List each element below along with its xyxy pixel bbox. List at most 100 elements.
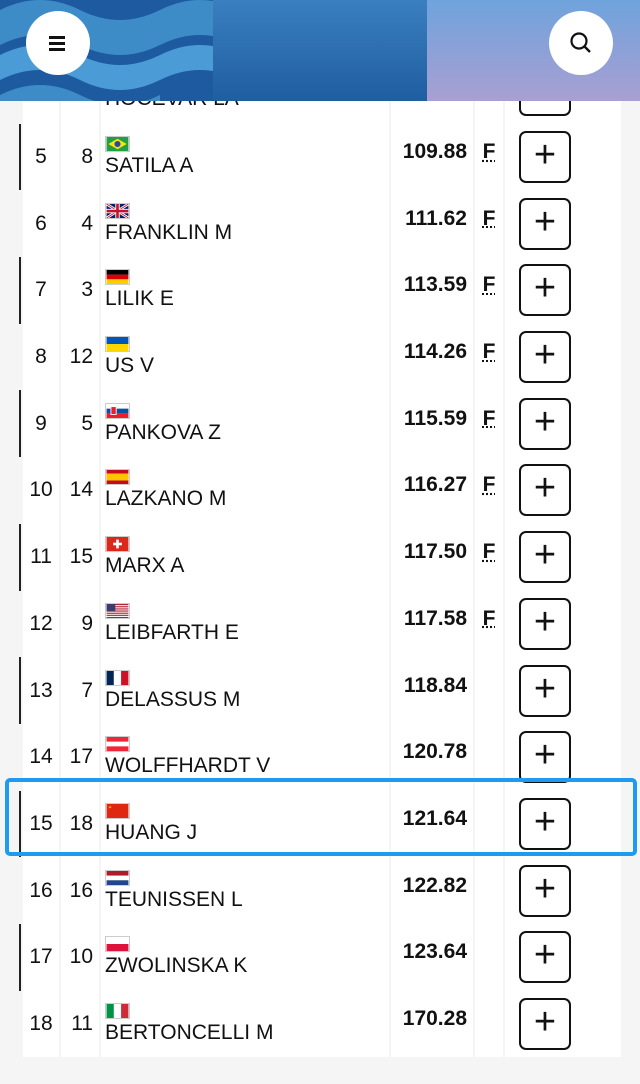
bib-number: 10	[61, 923, 99, 991]
rank: 12	[23, 590, 59, 658]
flag-icon-ukr	[105, 336, 130, 353]
flag-icon-fra	[105, 669, 130, 686]
bib-number: 4	[61, 190, 99, 258]
athlete-cell: ZWOLINSKA K	[101, 923, 389, 991]
flag-icon-aut	[105, 736, 130, 753]
table-row: 6 4 FRANKLIN M 111.62 F +	[0, 190, 640, 258]
expand-button[interactable]: +	[519, 597, 571, 650]
final-marker	[475, 790, 503, 858]
athlete-name: LAZKANO M	[105, 487, 227, 511]
table-row: 13 7 DELASSUS M 118.84 +	[0, 657, 640, 724]
rank: 9	[23, 390, 59, 458]
bib-number: 8	[61, 123, 99, 191]
expand-button[interactable]: +	[519, 931, 571, 984]
athlete-cell: HUANG J	[101, 790, 389, 858]
menu-button[interactable]	[26, 11, 90, 75]
athlete-cell: US V	[101, 323, 389, 391]
bib-number: 5	[61, 390, 99, 458]
athlete-name: DELASSUS M	[105, 687, 241, 711]
athlete-name: WOLFFHARDT V	[105, 754, 271, 778]
rank: 5	[23, 123, 59, 191]
time: 122.82	[391, 857, 473, 924]
time: 115.59	[391, 390, 473, 458]
athlete-cell: LAZKANO M	[101, 457, 389, 524]
flag-icon-ger	[105, 269, 130, 286]
expand-button[interactable]: +	[519, 864, 571, 917]
time: 109.88	[391, 123, 473, 191]
table-row: 12 9 LEIBFARTH E 117.58 F +	[0, 590, 640, 658]
hamburger-icon	[49, 36, 65, 51]
bib-number: 18	[61, 790, 99, 858]
flag-icon-ita	[105, 1002, 130, 1019]
bib-number: 16	[61, 857, 99, 924]
final-marker	[475, 723, 503, 791]
time: 113.59	[391, 257, 473, 324]
table-row: 5 8 SATILA A 109.88 F +	[0, 123, 640, 191]
table-row: 7 3 LILIK E 113.59 F +	[0, 257, 640, 324]
time: 121.64	[391, 790, 473, 858]
athlete-name: SATILA A	[105, 154, 194, 178]
rank: 13	[23, 657, 59, 724]
table-row: 14 17 WOLFFHARDT V 120.78 +	[0, 723, 640, 791]
bib-number: 12	[61, 323, 99, 391]
athlete-name: LILIK E	[105, 287, 174, 311]
athlete-name: PANKOVA Z	[105, 420, 221, 444]
expand-button[interactable]: +	[519, 997, 571, 1050]
expand-button[interactable]: +	[519, 131, 571, 184]
rank: 14	[23, 723, 59, 791]
athlete-name: US V	[105, 354, 155, 378]
athlete-cell: TEUNISSEN L	[101, 857, 389, 924]
flag-icon-chn	[105, 802, 130, 819]
athlete-cell: LILIK E	[101, 257, 389, 324]
expand-button[interactable]: +	[519, 664, 571, 717]
flag-icon-pol	[105, 936, 130, 953]
final-marker	[475, 857, 503, 924]
athlete-cell: DELASSUS M	[101, 657, 389, 724]
rank: 8	[23, 323, 59, 391]
expand-button[interactable]: +	[519, 264, 571, 317]
table-row: 8 12 US V 114.26 F +	[0, 323, 640, 391]
time: 116.27	[391, 457, 473, 524]
search-button[interactable]	[549, 11, 613, 75]
bib-number: 14	[61, 457, 99, 524]
expand-button[interactable]: +	[519, 464, 571, 517]
bib-number: 17	[61, 723, 99, 791]
expand-button[interactable]: +	[519, 531, 571, 584]
rank: 17	[23, 923, 59, 991]
final-marker: F	[475, 190, 503, 258]
expand-button[interactable]: +	[519, 197, 571, 250]
time: 111.62	[391, 190, 473, 258]
rank: 11	[23, 523, 59, 591]
final-marker: F	[475, 457, 503, 524]
athlete-cell: MARX A	[101, 523, 389, 591]
flag-icon-usa	[105, 602, 130, 619]
time: 123.64	[391, 923, 473, 991]
table-row: 9 5 PANKOVA Z 115.59 F +	[0, 390, 640, 458]
athlete-cell: LEIBFARTH E	[101, 590, 389, 658]
time: 118.84	[391, 657, 473, 724]
rank: 18	[23, 990, 59, 1058]
rank: 7	[23, 257, 59, 324]
athlete-name: FRANKLIN M	[105, 220, 233, 244]
expand-button[interactable]: +	[519, 331, 571, 384]
athlete-cell: WOLFFHARDT V	[101, 723, 389, 791]
results-table: HOCEVAR LA + 5 8 SATILA A 109.88 F + 6 4…	[0, 57, 640, 1058]
rank: 16	[23, 857, 59, 924]
athlete-name: HUANG J	[105, 820, 198, 844]
athlete-cell: PANKOVA Z	[101, 390, 389, 458]
expand-button[interactable]: +	[519, 397, 571, 450]
flag-icon-gbr	[105, 202, 130, 219]
rank: 15	[23, 790, 59, 858]
search-icon	[570, 32, 591, 53]
header	[0, 0, 640, 101]
expand-button[interactable]: +	[519, 731, 571, 784]
table-row: 11 15 MARX A 117.50 F +	[0, 523, 640, 591]
final-marker: F	[475, 523, 503, 591]
table-row: 16 16 TEUNISSEN L 122.82 +	[0, 857, 640, 924]
athlete-name: ZWOLINSKA K	[105, 954, 248, 978]
bib-number: 3	[61, 257, 99, 324]
flag-icon-svk	[105, 402, 130, 419]
athlete-cell: SATILA A	[101, 123, 389, 191]
expand-button[interactable]: +	[519, 797, 571, 850]
athlete-cell: FRANKLIN M	[101, 190, 389, 258]
